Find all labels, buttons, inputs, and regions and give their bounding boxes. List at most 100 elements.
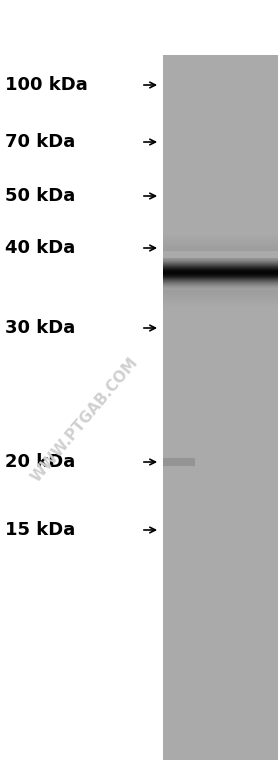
Bar <box>163 280 278 281</box>
Bar <box>163 282 278 283</box>
Bar <box>163 295 278 296</box>
Bar <box>163 271 278 272</box>
Bar <box>163 245 278 246</box>
Bar <box>163 296 278 297</box>
Bar <box>163 284 278 285</box>
Bar <box>163 298 278 299</box>
Bar <box>163 236 278 237</box>
Bar <box>163 264 278 265</box>
Text: 20 kDa: 20 kDa <box>5 453 75 471</box>
Bar <box>163 243 278 244</box>
Bar <box>163 271 278 272</box>
Bar <box>163 268 278 269</box>
Bar <box>163 263 278 264</box>
Bar <box>163 271 278 272</box>
Text: 70 kDa: 70 kDa <box>5 133 75 151</box>
Bar <box>163 274 278 275</box>
Bar <box>163 270 278 271</box>
Bar <box>163 264 278 265</box>
Bar <box>163 302 278 303</box>
Bar <box>163 239 278 241</box>
Bar <box>163 283 278 284</box>
Bar <box>163 284 278 285</box>
Bar <box>163 277 278 278</box>
Bar <box>163 296 278 298</box>
Bar <box>163 285 278 286</box>
Bar <box>163 305 278 307</box>
Bar <box>163 273 278 274</box>
Bar <box>163 259 278 260</box>
Bar <box>163 285 278 287</box>
Bar <box>163 273 278 275</box>
Bar <box>163 279 278 280</box>
Bar <box>163 269 278 270</box>
Bar <box>163 301 278 302</box>
Bar <box>163 289 278 290</box>
Bar <box>163 246 278 248</box>
Bar <box>163 261 278 262</box>
Bar <box>163 272 278 273</box>
Bar <box>163 285 278 286</box>
Bar <box>163 240 278 242</box>
Bar <box>163 269 278 270</box>
Bar <box>163 243 278 245</box>
Bar <box>163 265 278 266</box>
Bar <box>163 298 278 300</box>
Bar <box>163 260 278 261</box>
Bar <box>163 267 278 268</box>
Bar <box>163 291 278 292</box>
Bar <box>163 292 278 294</box>
Bar <box>163 242 278 243</box>
Bar <box>163 297 278 298</box>
Bar <box>163 292 278 293</box>
Bar <box>163 238 278 239</box>
Bar <box>163 260 278 261</box>
Bar <box>163 266 278 267</box>
Bar <box>163 235 278 236</box>
Bar <box>163 289 278 290</box>
Bar <box>163 300 278 302</box>
Bar <box>163 278 278 279</box>
Text: 15 kDa: 15 kDa <box>5 521 75 539</box>
Bar <box>163 286 278 287</box>
Bar <box>163 273 278 274</box>
Bar <box>163 261 278 262</box>
Bar <box>163 266 278 267</box>
Bar <box>163 262 278 263</box>
Bar <box>163 274 278 275</box>
Text: 40 kDa: 40 kDa <box>5 239 75 257</box>
Bar <box>163 294 278 295</box>
Bar <box>163 259 278 260</box>
Bar <box>163 262 278 263</box>
Bar <box>163 264 278 265</box>
Bar <box>163 278 278 279</box>
Bar <box>163 290 278 291</box>
Bar <box>163 244 278 246</box>
Text: 50 kDa: 50 kDa <box>5 187 75 205</box>
Bar <box>163 305 278 306</box>
Bar <box>163 280 278 281</box>
Bar <box>163 259 278 260</box>
Bar <box>163 286 278 287</box>
Bar <box>163 304 278 305</box>
Bar <box>163 287 278 288</box>
Bar <box>163 303 278 304</box>
Bar <box>163 248 278 250</box>
Bar <box>163 246 278 247</box>
Bar <box>163 282 278 283</box>
Bar <box>163 287 278 288</box>
Bar <box>163 288 278 289</box>
Bar <box>163 275 278 276</box>
Bar <box>163 266 278 267</box>
Bar <box>163 281 278 282</box>
Bar <box>163 289 278 290</box>
Bar <box>163 284 278 285</box>
Bar <box>163 247 278 249</box>
Bar <box>163 300 278 301</box>
Bar <box>163 295 278 296</box>
Bar <box>163 261 278 262</box>
Text: 100 kDa: 100 kDa <box>5 76 88 94</box>
Bar <box>163 276 278 277</box>
Bar <box>163 277 278 278</box>
Bar <box>163 272 278 273</box>
